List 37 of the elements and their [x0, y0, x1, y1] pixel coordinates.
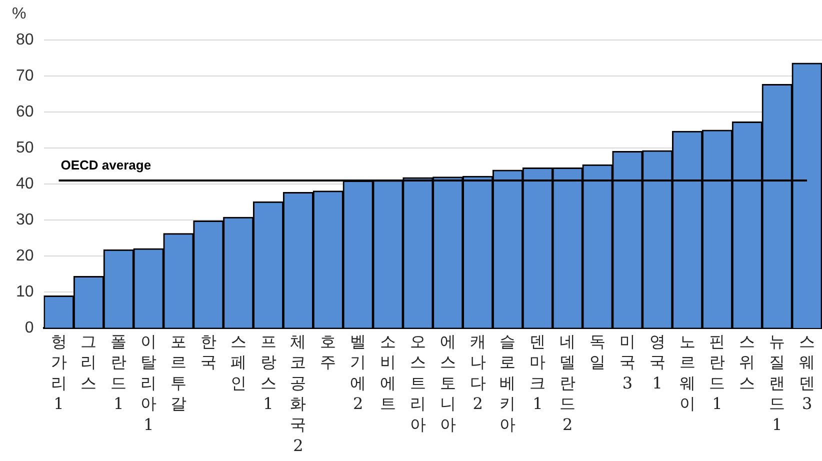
x-tick-label: 체코공화국2 — [290, 332, 306, 455]
y-axis-title: % — [12, 5, 26, 22]
x-tick-label: 폴란드1 — [110, 332, 127, 414]
x-tick-label: 스페인 — [230, 332, 246, 392]
y-tick-label: 20 — [16, 248, 34, 265]
x-tick-label: 한국 — [200, 332, 216, 372]
y-tick-label: 0 — [24, 320, 34, 337]
x-tick-label: 뉴질랜드1 — [769, 332, 786, 434]
x-tick-label: 덴마크1 — [530, 332, 546, 414]
x-tick-label: 영국1 — [649, 332, 666, 392]
y-tick-label: 50 — [16, 139, 34, 156]
x-tick-label: 핀란드1 — [709, 332, 726, 414]
x-tick-label: 독일 — [590, 332, 606, 372]
x-tick-label: 벨기에2 — [350, 332, 366, 414]
x-tick-label: 프랑스1 — [260, 332, 276, 414]
x-tick-label: 캐나다2 — [470, 332, 486, 414]
y-tick-label: 80 — [16, 31, 34, 48]
x-tick-label: 네델란드2 — [560, 332, 576, 434]
x-tick-label: 슬로베키아 — [500, 332, 516, 434]
x-tick-label: 그리스 — [80, 332, 97, 392]
x-tick-label: 스위스 — [739, 332, 756, 392]
y-tick-label: 60 — [16, 103, 34, 120]
y-tick-label: 10 — [16, 284, 34, 301]
x-tick-label: 헝가리1 — [50, 332, 67, 414]
x-tick-label: 이탈리아1 — [140, 332, 157, 434]
x-tick-label: 에스토니아 — [440, 332, 456, 434]
x-tick-label: 스웨덴3 — [799, 332, 816, 414]
x-tick-label: 소비에트 — [380, 332, 396, 414]
x-tick-label: 호주 — [320, 332, 336, 372]
x-tick-label: 포르투갈 — [170, 332, 186, 414]
x-tick-label: 미국3 — [619, 332, 636, 392]
y-tick-label: 40 — [16, 176, 34, 193]
ref-line-label: OECD average — [60, 158, 152, 173]
y-tick-label: 70 — [16, 67, 34, 84]
y-tick-label: 30 — [16, 212, 34, 229]
x-tick-label: 노르웨이 — [679, 332, 696, 414]
x-tick-label: 오스트리아 — [410, 332, 426, 434]
